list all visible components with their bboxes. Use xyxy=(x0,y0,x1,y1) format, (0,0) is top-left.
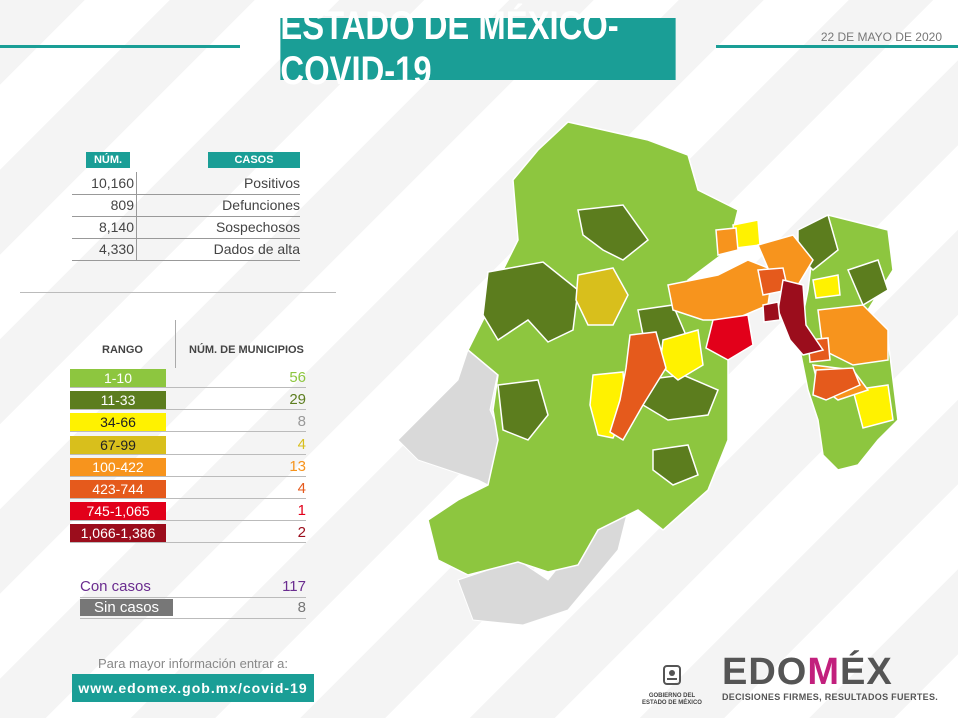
region-orange-5 xyxy=(715,227,739,256)
con-casos-row: Con casos 117 xyxy=(80,577,306,598)
municipios-header: NÚM. DE MUNICIPIOS xyxy=(189,344,304,356)
brand-pre: EDO xyxy=(722,651,808,693)
legend-range-swatch: 1,066-1,386 xyxy=(70,524,166,543)
rango-header: RANGO xyxy=(102,344,143,356)
summary-row: 809 Defunciones xyxy=(72,194,300,217)
legend-range-swatch: 11-33 xyxy=(70,391,166,410)
gov-logo: GOBIERNO DEL ESTADO DE MÉXICO xyxy=(632,662,712,707)
region-dark-green-6 xyxy=(846,259,889,307)
edomex-wordmark: EDOMÉX xyxy=(722,652,938,692)
summary-row: 10,160 Positivos xyxy=(72,172,300,195)
legend-count: 56 xyxy=(289,369,306,386)
divider xyxy=(136,194,137,216)
summary-label: Defunciones xyxy=(222,197,300,213)
header-line-right xyxy=(716,45,958,48)
covid-url-link[interactable]: www.edomex.gob.mx/covid-19 xyxy=(72,674,314,702)
legend-count: 2 xyxy=(297,524,306,542)
casos-header: CASOS xyxy=(208,152,300,168)
gov-line2: ESTADO DE MÉXICO xyxy=(642,700,702,706)
con-casos-count: 117 xyxy=(282,578,306,595)
legend-range-swatch: 67-99 xyxy=(70,435,166,454)
legend-range-swatch: 100-422 xyxy=(70,457,166,476)
legend-range-swatch: 423-744 xyxy=(70,480,166,498)
divider xyxy=(136,238,137,260)
region-dark-green-2 xyxy=(577,204,650,261)
edomex-logo: EDOMÉX DECISIONES FIRMES, RESULTADOS FUE… xyxy=(722,652,938,702)
legend-count: 4 xyxy=(297,435,306,453)
sin-casos-row: Sin casos 8 xyxy=(80,598,306,619)
divider xyxy=(136,172,137,194)
region-dark-green-8 xyxy=(652,444,699,486)
region-dark-orange-2 xyxy=(812,367,861,401)
legend-row: 100-422 13 xyxy=(70,456,306,477)
summary-value: 809 xyxy=(110,197,134,213)
summary-row: 4,330 Dados de alta xyxy=(72,238,300,261)
region-dark-green-3 xyxy=(497,379,549,441)
legend-count: 29 xyxy=(289,391,306,409)
coat-of-arms-icon xyxy=(663,665,681,685)
legend-count: 1 xyxy=(297,502,306,520)
brand-post: ÉX xyxy=(840,651,893,693)
brand-m: M xyxy=(807,651,841,693)
legend-range-swatch: 34-66 xyxy=(70,413,166,432)
legend-row: 67-99 4 xyxy=(70,434,306,455)
con-casos-label: Con casos xyxy=(80,578,151,595)
edomex-tagline: DECISIONES FIRMES, RESULTADOS FUERTES. xyxy=(722,692,939,702)
legend-row: 1-10 56 xyxy=(70,367,306,388)
page-title: ESTADO DE MÉXICO-COVID-19 xyxy=(280,4,676,93)
header-divider xyxy=(175,320,176,368)
more-info-text: Para mayor información entrar a: xyxy=(97,656,289,671)
section-divider xyxy=(20,292,336,293)
legend-row: 1,066-1,386 2 xyxy=(70,522,306,544)
summary-value: 8,140 xyxy=(98,219,134,235)
legend-row: 34-66 8 xyxy=(70,411,306,433)
summary-label: Positivos xyxy=(243,175,300,191)
region-red-1 xyxy=(705,314,754,361)
legend-count: 8 xyxy=(297,413,306,431)
legend-count: 13 xyxy=(289,457,306,475)
summary-label: Sospechosos xyxy=(215,219,300,235)
legend-count: 4 xyxy=(297,480,306,497)
region-olive-1 xyxy=(575,267,629,326)
legend-row: 745-1,065 1 xyxy=(70,500,306,522)
region-dark-green-1 xyxy=(482,261,579,343)
state-map xyxy=(398,121,899,626)
region-gray-west xyxy=(398,349,509,491)
divider xyxy=(136,216,137,238)
region-yellow-5 xyxy=(812,274,841,299)
summary-label: Dados de alta xyxy=(213,241,300,257)
legend-row: 11-33 29 xyxy=(70,389,306,411)
sin-casos-count: 8 xyxy=(297,599,306,616)
region-dark-red-2 xyxy=(762,301,781,323)
summary-row: 8,140 Sospechosos xyxy=(72,216,300,239)
num-header: NÚM. xyxy=(86,152,130,168)
region-dark-orange-1 xyxy=(609,331,667,442)
sin-casos-label: Sin casos xyxy=(80,599,174,616)
summary-value: 4,330 xyxy=(98,241,134,257)
region-yellow-4 xyxy=(852,384,894,429)
legend-range-swatch: 1-10 xyxy=(70,369,166,387)
summary-value: 10,160 xyxy=(91,175,134,191)
report-date: 22 DE MAYO DE 2020 xyxy=(820,30,942,44)
legend-row: 423-744 4 xyxy=(70,478,306,499)
legend-range-swatch: 745-1,065 xyxy=(70,502,166,521)
gov-line1: GOBIERNO DEL xyxy=(648,693,696,699)
header-line-left xyxy=(0,45,240,48)
